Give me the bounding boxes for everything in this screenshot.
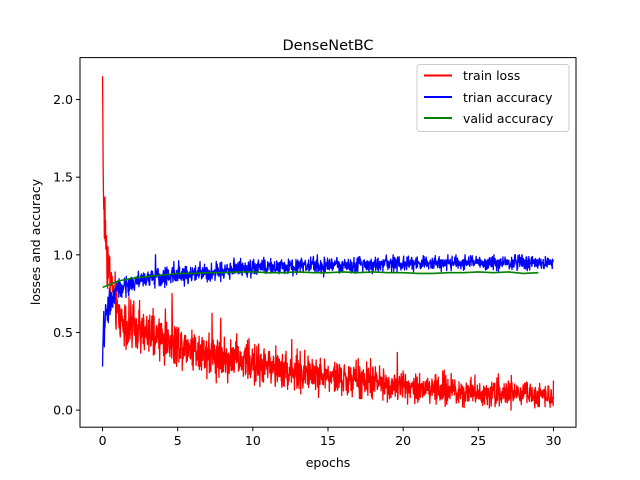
- y-tick-label: 0.5: [53, 325, 73, 340]
- series-layer: [101, 76, 555, 411]
- series-line-valid-accuracy: [102, 271, 539, 289]
- y-tick-label: 1.5: [53, 170, 73, 185]
- y-tick-label: 1.0: [53, 247, 73, 262]
- x-tick-label: 30: [546, 433, 562, 448]
- x-axis-label: epochs: [306, 455, 351, 470]
- y-axis: 0.0 0.5 1.0 1.5 2.0: [53, 92, 80, 418]
- y-tick-label: 0.0: [53, 403, 73, 418]
- legend-box: [416, 64, 570, 132]
- x-tick-label: 25: [470, 433, 486, 448]
- plot-area: [79, 57, 577, 428]
- legend-label-valid-accuracy: valid accuracy: [463, 111, 554, 126]
- x-tick-label: 20: [395, 433, 411, 448]
- legend-label-train-loss: train loss: [463, 68, 520, 83]
- series-line-train-loss: [101, 76, 555, 411]
- y-axis-label: losses and accuracy: [28, 178, 43, 305]
- legend: train loss trian accuracy valid accuracy: [416, 64, 570, 132]
- x-tick-label: 5: [174, 433, 182, 448]
- series-line-trian-accuracy: [101, 254, 554, 367]
- legend-label-train-accuracy: trian accuracy: [463, 90, 553, 105]
- chart-title: DenseNetBC: [282, 38, 373, 54]
- x-axis: 0 5 10 15 20 25 30: [99, 427, 562, 448]
- y-tick-label: 2.0: [53, 92, 73, 107]
- x-tick-label: 15: [320, 433, 336, 448]
- x-tick-label: 10: [245, 433, 261, 448]
- x-tick-label: 0: [99, 433, 107, 448]
